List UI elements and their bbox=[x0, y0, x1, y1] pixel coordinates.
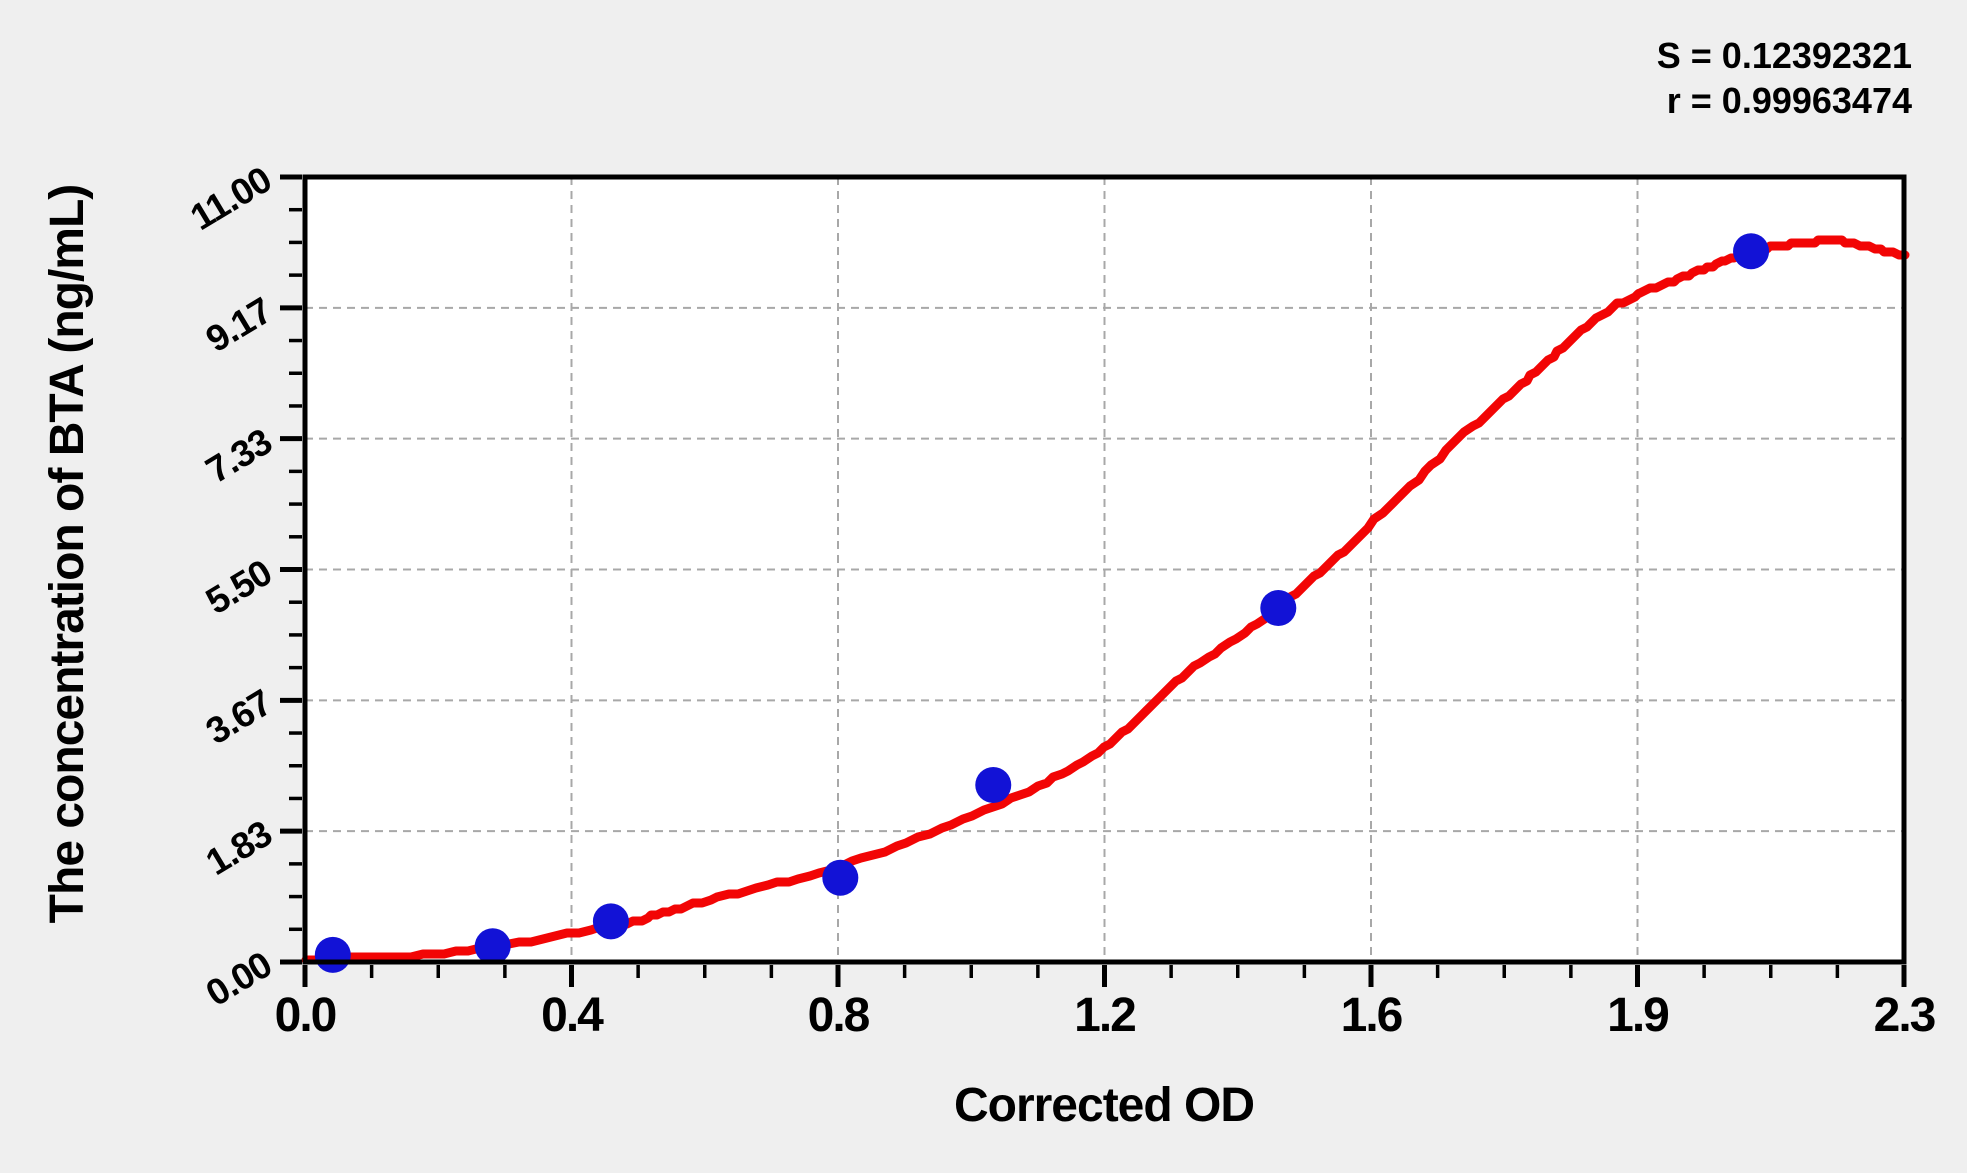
data-point bbox=[314, 936, 351, 973]
data-point bbox=[1733, 233, 1770, 270]
data-point bbox=[592, 903, 629, 940]
data-point bbox=[1260, 590, 1297, 627]
x-tick-label-text: 1.6 bbox=[1340, 989, 1404, 1042]
x-tick-label-text: 1.2 bbox=[1074, 989, 1137, 1042]
x-tick-label-text: 0.0 bbox=[274, 989, 338, 1042]
x-tick-label-text: 0.8 bbox=[807, 989, 871, 1042]
fit-statistics: S = 0.12392321 r = 0.99963474 bbox=[1657, 33, 1912, 123]
x-tick-label-text: 1.9 bbox=[1607, 989, 1670, 1042]
plot-border bbox=[302, 174, 1907, 965]
data-point bbox=[975, 767, 1012, 804]
r-value-text: r = 0.99963474 bbox=[1666, 80, 1912, 121]
s-value-text: S = 0.12392321 bbox=[1656, 35, 1912, 76]
data-point bbox=[822, 859, 859, 896]
data-point bbox=[474, 928, 511, 965]
x-axis-title: Corrected OD bbox=[953, 1079, 1255, 1132]
x-tick-label-text: 2.3 bbox=[1873, 989, 1937, 1042]
x-tick-label-text: 0.4 bbox=[541, 989, 604, 1042]
y-axis-title: The concentration of BTA (ng/mL) bbox=[41, 184, 94, 924]
